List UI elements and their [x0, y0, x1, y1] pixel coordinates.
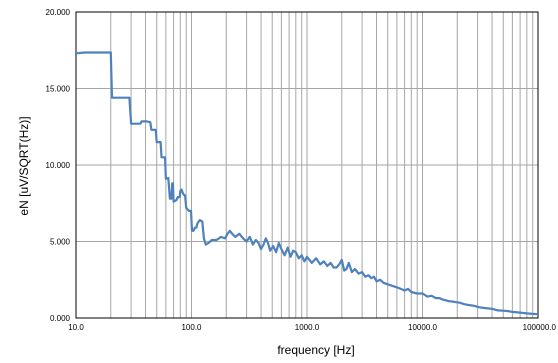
y-tick-label: 15.000 — [46, 85, 71, 94]
y-tick-labels: 0.000 5.000 10.000 15.000 20.000 — [46, 8, 71, 323]
x-tick-label: 1000.0 — [295, 323, 320, 332]
series-line — [75, 51, 539, 316]
y-tick-label: 20.000 — [46, 8, 71, 17]
y-axis-title: eN [uV/SQRT(Hz)] — [17, 116, 31, 215]
x-tick-label: 100000.0 — [523, 323, 557, 332]
y-tick-label: 0.000 — [50, 314, 71, 323]
grid-lines — [76, 12, 538, 318]
x-tick-label: 10.0 — [68, 323, 84, 332]
y-tick-label: 10.000 — [46, 161, 71, 170]
x-tick-labels: 10.0 100.0 1000.0 10000.0 100000.0 — [68, 323, 556, 332]
plot-area-frame — [75, 11, 539, 319]
y-tick-label: 5.000 — [50, 238, 71, 247]
x-tick-label: 10000.0 — [408, 323, 437, 332]
x-axis-title: frequency [Hz] — [277, 343, 354, 357]
x-tick-label: 100.0 — [181, 323, 202, 332]
